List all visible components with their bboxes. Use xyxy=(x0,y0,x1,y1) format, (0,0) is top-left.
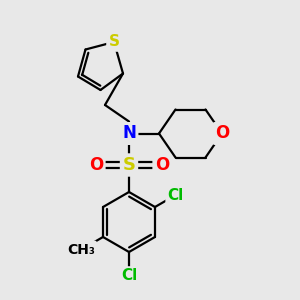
Text: Cl: Cl xyxy=(121,268,137,284)
Text: O: O xyxy=(215,124,229,142)
Text: CH₃: CH₃ xyxy=(67,243,95,257)
Text: Cl: Cl xyxy=(168,188,184,202)
Text: O: O xyxy=(89,156,103,174)
Text: S: S xyxy=(122,156,136,174)
Text: O: O xyxy=(155,156,169,174)
Text: N: N xyxy=(122,124,136,142)
Text: S: S xyxy=(109,34,119,50)
